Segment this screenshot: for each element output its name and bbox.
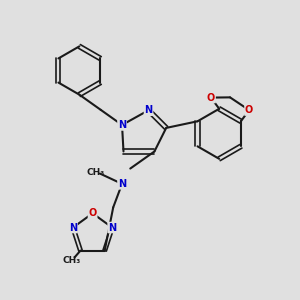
Text: N: N	[69, 223, 77, 232]
Text: O: O	[245, 105, 253, 115]
Text: CH₃: CH₃	[86, 168, 105, 177]
Text: O: O	[88, 208, 97, 218]
Text: O: O	[207, 93, 215, 103]
Text: N: N	[118, 179, 126, 189]
Text: N: N	[118, 120, 126, 130]
Text: N: N	[108, 223, 116, 232]
Text: CH₃: CH₃	[62, 256, 81, 266]
Text: N: N	[145, 105, 153, 115]
